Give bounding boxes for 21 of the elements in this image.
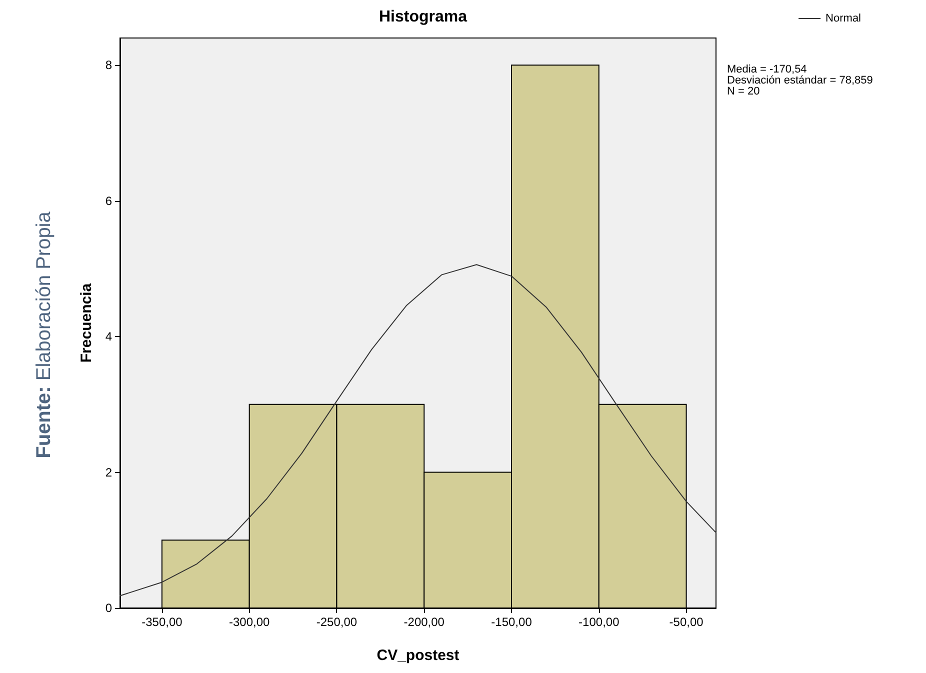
x-tick-label: -50,00	[669, 615, 704, 629]
source-note: Fuente: Elaboración Propia	[33, 210, 55, 458]
x-tick-label: -300,00	[228, 615, 270, 629]
y-axis-title: Frecuencia	[78, 282, 95, 363]
line-series	[120, 264, 716, 596]
y-tick-label: 8	[105, 58, 112, 72]
y-tick-label: 0	[105, 601, 112, 615]
x-axis-title: CV_postest	[376, 647, 460, 664]
y-tick-label: 6	[105, 194, 112, 208]
x-tick-label: -200,00	[404, 615, 445, 629]
x-tick-label: -350,00	[142, 615, 183, 629]
y-tick-label: 2	[105, 465, 112, 480]
text: Media = -170,54	[727, 64, 807, 76]
x-tick-label: -250,00	[316, 615, 358, 629]
x-tick-label: -150,00	[491, 615, 532, 629]
text: N = 20	[727, 86, 760, 98]
legend-label: Normal	[826, 12, 862, 24]
y-tick-label: 4	[105, 330, 112, 344]
x-tick-label: -100,00	[578, 615, 620, 629]
text: Desviación estándar = 78,859	[727, 74, 873, 86]
chart-title: Histograma	[378, 8, 468, 26]
